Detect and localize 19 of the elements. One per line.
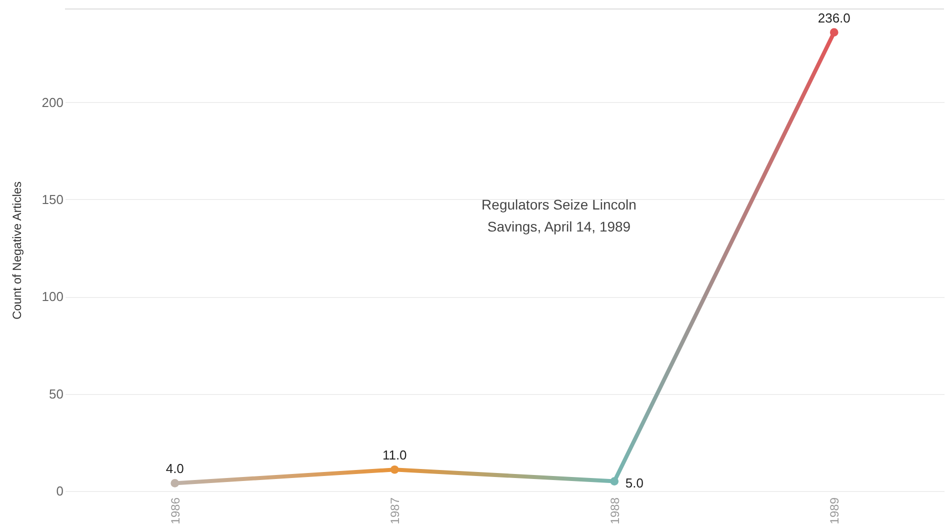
point [830,28,838,36]
data-label: 236.0 [818,10,850,26]
point [170,479,180,488]
data-label: 11.0 [382,448,407,463]
annotation: Regulators Seize Lincoln Savings, April 14, 1989 [482,196,636,235]
point [610,477,619,486]
x-tick-label: 1989 [828,497,842,524]
y-tick-label: 0 [56,484,64,498]
data-label: 4.0 [166,461,184,476]
y-tick-label: 200 [42,94,64,110]
point [390,465,399,474]
x-tick-label: 1986 [168,497,182,524]
y-tick-label: 100 [42,289,64,304]
data-label: 5.0 [625,475,644,490]
y-tick-label: 50 [49,386,64,402]
x-tick-label: 1988 [608,497,622,524]
y-axis-title: Count of Negative Articles [10,181,24,320]
y-tick-label: 150 [42,192,64,207]
x-tick-label: 1987 [388,497,402,524]
